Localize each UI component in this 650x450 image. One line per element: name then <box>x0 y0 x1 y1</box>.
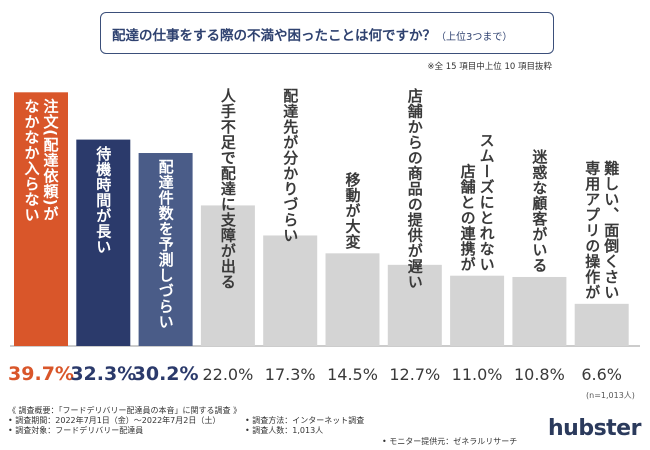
category-label-6: 移動が大変 <box>344 171 362 250</box>
bar-chart: なかなか入らない 注文(配達依頼)が 39.7% 待機時間が長い 32.3% 配達件数を予… <box>8 87 640 385</box>
value-label-7: 12.7% <box>389 365 440 384</box>
category-label-10-line-1: 専用アプリの操作が <box>583 160 601 300</box>
category-label-10-line-2: 難しい、面倒くさい <box>602 160 620 300</box>
category-label-9: 迷惑な顧客がいる <box>530 148 548 273</box>
survey-count: • 調査人数：1,013人 <box>245 426 324 435</box>
bar-1 <box>14 92 68 347</box>
survey-overview-heading: 《 調査概要：「フードデリバリー配達員の本音」に関する調査 》 <box>8 406 242 415</box>
items-note: ※全 15 項目中上位 10 項目抜粋 <box>427 62 552 72</box>
category-label-1-line-2: 注文(配達依頼)が <box>42 98 60 222</box>
value-label-9: 10.8% <box>514 365 565 384</box>
category-label-5: 配達先が分かりづらい <box>281 88 299 243</box>
category-label-4: 人手不足で配達に支障が出る <box>219 88 237 290</box>
category-label-8-line-1: 店舗との連携が <box>459 162 477 271</box>
category-label-1-line-1: なかなか入らない <box>23 98 41 222</box>
value-label-2: 32.3% <box>70 363 136 385</box>
chart-title: 配達の仕事をする際の不満や困ったことは何ですか？（上位3つまで） <box>112 24 512 44</box>
value-label-6: 14.5% <box>327 365 378 384</box>
bar-5 <box>263 235 318 346</box>
bar-2 <box>76 139 131 346</box>
value-label-3: 30.2% <box>133 363 199 385</box>
hubster-logo: hubster <box>548 416 641 441</box>
category-label-3: 配達件数を予測しづらい <box>157 159 175 330</box>
bar-4 <box>200 205 255 346</box>
value-label-1: 39.7% <box>8 363 74 385</box>
category-label-2: 待機時間が長い <box>94 145 112 254</box>
survey-method: • 調査方法：インターネット調査 <box>245 416 365 425</box>
bar-10 <box>574 303 629 346</box>
survey-period: • 調査期間：2022年7月1日（金）～2022年7月2日（土） <box>8 416 221 425</box>
value-label-10: 6.6% <box>581 365 622 384</box>
value-label-8: 11.0% <box>452 365 503 384</box>
survey-overview: 《 調査概要：「フードデリバリー配達員の本音」に関する調査 》 • 調査期間：2… <box>8 406 241 436</box>
value-label-4: 22.0% <box>202 365 253 384</box>
chart-title-sub: （上位3つまで） <box>436 32 513 43</box>
chart-title-main: 配達の仕事をする際の不満や困ったことは何ですか？ <box>112 28 436 44</box>
title-frame <box>100 12 554 54</box>
value-label-5: 17.3% <box>265 365 316 384</box>
category-label-8-line-2: スムーズにとれない <box>478 132 496 272</box>
bar-8 <box>450 275 505 346</box>
bar-7 <box>387 264 442 346</box>
sample-size: (n=1,013人) <box>586 391 635 400</box>
bar-6 <box>325 253 380 346</box>
survey-target: • 調査対象：フードデリバリー配達員 <box>8 426 144 435</box>
bar-9 <box>512 276 567 346</box>
survey-details: • 調査方法：インターネット調査 • 調査人数：1,013人 <box>245 416 364 436</box>
survey-provider: • モニター提供元：ゼネラルリサーチ <box>382 437 518 446</box>
category-label-7: 店舗からの商品の提供が遅い <box>406 87 424 289</box>
bar-3 <box>138 153 193 346</box>
